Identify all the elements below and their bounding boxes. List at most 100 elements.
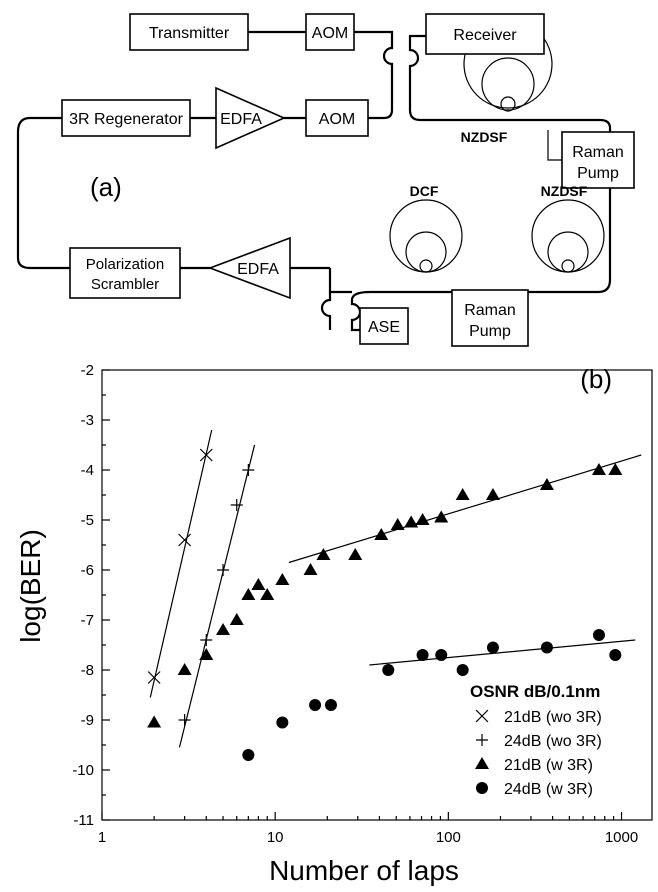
data-point-triangle xyxy=(316,548,331,560)
data-point-triangle xyxy=(539,478,554,490)
legend-marker-circle xyxy=(476,782,488,794)
data-point-triangle xyxy=(229,613,244,625)
data-point-circle xyxy=(486,641,499,654)
aom-mid-box xyxy=(305,99,369,137)
data-point-plus xyxy=(230,499,243,511)
polarization-scrambler-label-1: Polarization xyxy=(86,256,164,273)
fit-lines xyxy=(149,429,642,748)
data-point-triangle xyxy=(404,515,419,528)
legend-marker-cross xyxy=(475,709,489,723)
y-tick-label: -2 xyxy=(81,362,94,379)
ase-label: ASE xyxy=(368,319,400,336)
data-point-triangle xyxy=(485,488,500,500)
data-point-triangle xyxy=(275,573,290,585)
data-point-plus xyxy=(242,464,255,476)
data-point-cross xyxy=(147,671,161,684)
y-tick-label: -8 xyxy=(81,662,94,679)
dcf-label: DCF xyxy=(410,183,439,199)
plot-frame xyxy=(101,369,653,821)
edfa-bottom-label: EDFA xyxy=(237,261,279,278)
data-point-triangle xyxy=(455,488,470,500)
raman-pump-top-box xyxy=(561,131,635,189)
data-point-triangle xyxy=(348,548,363,560)
edfa-bottom-amplifier xyxy=(207,236,291,300)
receiver-label: Receiver xyxy=(453,27,517,44)
data-point-circle xyxy=(592,629,605,641)
legend-label-circle: 24dB (w 3R) xyxy=(504,781,593,798)
data-point-triangle xyxy=(147,715,162,728)
aom-top-box xyxy=(305,13,355,51)
data-point-triangle xyxy=(608,463,623,475)
data-point-triangle xyxy=(251,578,266,590)
aom-mid-label: AOM xyxy=(319,111,355,128)
data-point-plus xyxy=(200,634,213,646)
x-tick-label: 100 xyxy=(436,829,461,846)
data-point-circle xyxy=(309,699,322,711)
fit-line-triangle xyxy=(288,454,642,564)
data-point-cross xyxy=(199,448,213,462)
legend: OSNR dB/0.1nm 21dB (wo 3R) 24dB (wo 3R) 21… xyxy=(470,682,602,798)
x-tick-label: 10 xyxy=(267,829,284,846)
setup-diagram: Transmitter AOM Receiver 3R Regenerator … xyxy=(16,13,635,347)
polarization-scrambler-label-2: Scrambler xyxy=(91,276,159,293)
y-tick-label: -3 xyxy=(81,412,94,429)
data-point-circle xyxy=(416,649,429,661)
legend-label-plus: 24dB (wo 3R) xyxy=(504,733,602,750)
raman-pump-top-label-1: Raman xyxy=(572,144,624,161)
raman-pump-bottom-label-1: Raman xyxy=(464,302,516,319)
edfa-top-label: EDFA xyxy=(220,111,262,128)
polarization-scrambler-box xyxy=(69,247,181,299)
data-point-circle xyxy=(540,641,553,654)
nzdsf-bottom-label: NZDSF xyxy=(541,183,588,199)
data-point-cross xyxy=(178,533,192,547)
plot-border xyxy=(101,369,653,821)
raman-pump-bottom-label-2: Pump xyxy=(469,323,511,340)
y-axis-ticks: -2 -3 -4 -5 -6 -7 -8 -9 -10 -11 xyxy=(72,362,110,829)
fit-line-plus xyxy=(178,444,256,748)
data-point-triangle xyxy=(591,463,606,475)
data-point-triangle xyxy=(434,510,449,523)
data-point-circle xyxy=(324,699,337,711)
data-point-circle xyxy=(276,716,289,729)
panel-b-label: (b) xyxy=(580,364,612,394)
fiber-spool-dcf xyxy=(389,199,463,273)
data-point-plus xyxy=(178,714,191,726)
ase-box xyxy=(359,307,409,345)
data-point-circle xyxy=(242,749,255,761)
fit-line-cross xyxy=(149,429,213,698)
data-point-triangle xyxy=(199,648,214,660)
data-point-circle xyxy=(609,649,622,661)
fit-line-circle xyxy=(369,639,636,666)
data-point-triangle xyxy=(177,663,192,675)
data-point-circle xyxy=(456,664,469,676)
data-point-triangle xyxy=(415,513,430,525)
edfa-top-amplifier xyxy=(215,86,286,150)
x-tick-label: 1 xyxy=(98,829,106,846)
y-tick-label: -11 xyxy=(73,812,94,829)
x-axis-label: Number of laps xyxy=(269,855,459,886)
legend-label-cross: 21dB (wo 3R) xyxy=(504,709,602,726)
legend-label-triangle: 21dB (w 3R) xyxy=(504,757,593,774)
data-markers xyxy=(147,448,623,761)
y-tick-label: -9 xyxy=(81,712,94,729)
y-tick-label: -10 xyxy=(72,762,94,779)
regenerator-label: 3R Regenerator xyxy=(69,111,184,128)
y-axis-label: log(BER) xyxy=(15,529,46,643)
aom-top-label: AOM xyxy=(312,25,348,42)
data-point-triangle xyxy=(390,518,405,530)
data-point-triangle xyxy=(260,588,275,600)
legend-marker-plus xyxy=(476,734,488,746)
panel-a-label: (a) xyxy=(90,172,122,202)
nzdsf-top-label: NZDSF xyxy=(461,129,508,145)
fiber-spool-nzdsf-bottom xyxy=(531,199,605,273)
data-point-triangle xyxy=(374,528,389,540)
x-tick-label: 1000 xyxy=(605,829,638,846)
y-tick-label: -6 xyxy=(81,562,94,579)
raman-pump-bottom-box xyxy=(451,289,529,347)
y-tick-label: -7 xyxy=(81,612,94,629)
data-point-circle xyxy=(435,649,448,661)
x-axis-ticks: 1 10 100 1000 xyxy=(98,812,638,846)
data-point-circle xyxy=(382,664,395,676)
legend-title: OSNR dB/0.1nm xyxy=(470,682,600,701)
